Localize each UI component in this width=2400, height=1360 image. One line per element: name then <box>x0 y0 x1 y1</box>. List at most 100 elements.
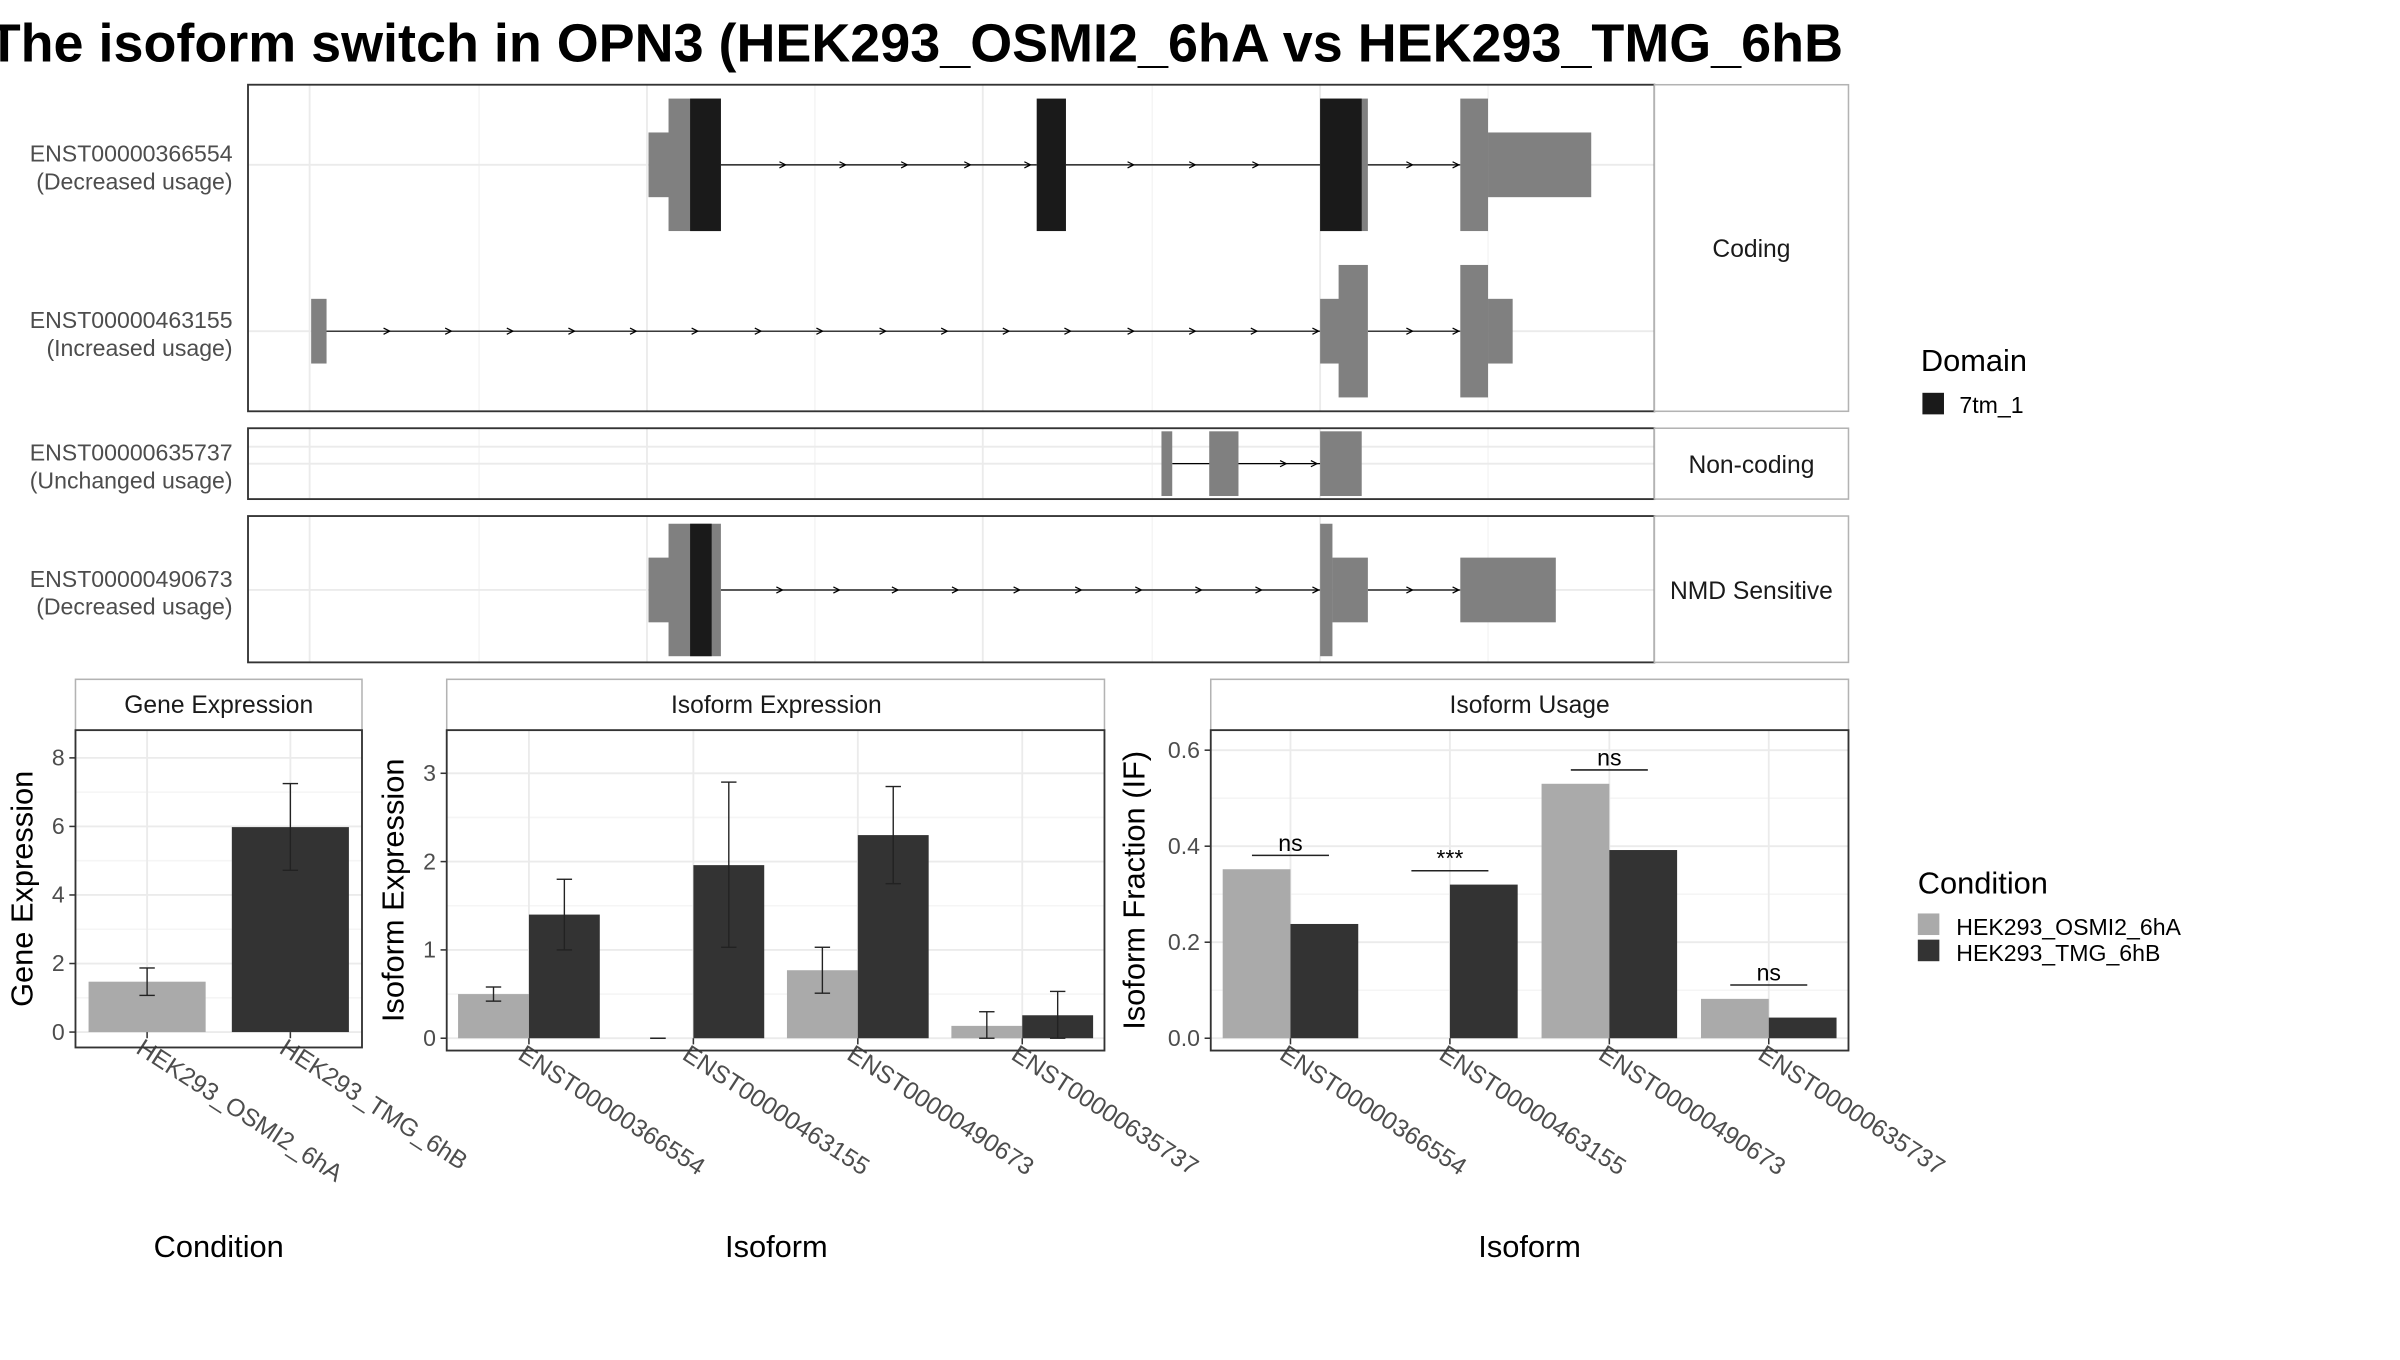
intron-direction-arrow <box>1406 327 1414 335</box>
isoform-expression-panel-border <box>445 729 1106 1052</box>
transcript-tracks <box>311 98 1592 657</box>
domain-legend-title: Domain <box>1921 343 2027 378</box>
utr-exon <box>648 557 671 623</box>
intron-direction-arrow <box>1127 327 1136 335</box>
intron-direction-arrow <box>506 327 515 335</box>
intron-direction-arrow <box>1252 161 1260 169</box>
intron-direction-arrow <box>879 327 888 335</box>
gene-expression-panel-border <box>74 729 363 1049</box>
intron-direction-arrow <box>1013 586 1022 594</box>
intron-direction-arrow <box>776 586 784 594</box>
condition-legend-title: Condition <box>1918 865 2048 900</box>
intron-direction-arrow <box>1188 161 1197 169</box>
transcript-label-id: ENST00000366554 <box>30 141 233 167</box>
coding-exon <box>1460 264 1489 398</box>
intron-direction-arrow <box>1024 161 1032 169</box>
y-tick-label: 4 <box>52 882 65 908</box>
y-tick-label: 2 <box>423 848 436 874</box>
significance-label: ns <box>1757 959 1781 985</box>
intron-direction-arrow <box>1312 327 1320 335</box>
utr-exon <box>1460 557 1556 623</box>
intron-direction-arrow <box>1310 460 1319 468</box>
domain-legend: Domain 7tm_1 <box>1921 343 2027 418</box>
y-tick-label: 0.4 <box>1168 833 1200 859</box>
intron-direction-arrow <box>1406 161 1414 169</box>
intron-direction-arrow <box>1195 586 1203 594</box>
intron-direction-arrow <box>691 327 700 335</box>
intron-direction-arrow <box>1452 161 1461 169</box>
strip-noncoding-label: Non-coding <box>1688 452 1814 479</box>
domain-legend-key <box>1922 392 1944 415</box>
utr-exon <box>1488 298 1513 364</box>
intron-direction-arrow <box>1406 586 1414 594</box>
transcript-label-id: ENST00000635737 <box>30 440 233 466</box>
y-tick-label: 3 <box>423 760 436 786</box>
significance-label: ns <box>1278 830 1302 856</box>
coding-exon <box>1320 523 1333 657</box>
y-tick-label: 0.0 <box>1168 1025 1200 1051</box>
utr-exon <box>1332 557 1368 623</box>
strip-coding <box>1653 83 1850 413</box>
isoform-expression-chart: Isoform Expression 0123ENST00000366554EN… <box>376 678 1203 1264</box>
transcript-label-usage: (Unchanged usage) <box>30 467 233 493</box>
transcript-label-id: ENST00000463155 <box>30 307 233 333</box>
strip-nmd-label: NMD Sensitive <box>1670 578 1833 605</box>
strip-nmd <box>1653 515 1850 664</box>
domain-block <box>690 523 712 657</box>
y-tick-label: 0 <box>423 1025 436 1051</box>
coding-panel <box>248 84 1655 412</box>
intron-direction-arrow <box>383 327 392 335</box>
bar <box>1541 783 1610 1039</box>
coding-exon <box>1460 98 1489 232</box>
y-tick-label: 2 <box>52 950 65 976</box>
intron-direction-arrow <box>900 161 909 169</box>
intron-direction-arrow <box>964 161 972 169</box>
isoform-expression-y-title: Isoform Expression <box>376 759 411 1023</box>
isoform-usage-chart: Isoform Usage ns***nsns0.00.20.40.6ENST0… <box>1117 678 1949 1264</box>
domain-block <box>690 98 721 232</box>
y-tick-label: 6 <box>52 813 65 839</box>
noncoding-panel-grid <box>248 428 1655 500</box>
strip-isoform-usage <box>1209 678 1850 731</box>
intron-direction-arrow <box>1002 327 1011 335</box>
intron-direction-arrow <box>833 586 841 594</box>
intron-direction-arrow <box>754 327 763 335</box>
y-tick-label: 0.6 <box>1168 737 1200 763</box>
isoform-usage-x-title: Isoform <box>1478 1229 1581 1264</box>
intron-direction-arrow <box>1255 586 1263 594</box>
intron-direction-arrow <box>951 586 960 594</box>
intron-direction-arrow <box>1127 161 1136 169</box>
strip-gene-expression-label: Gene Expression <box>124 692 313 719</box>
bar <box>1609 850 1678 1039</box>
gene-expression-chart: Gene Expression 02468HEK293_OSMI2_6hAHEK… <box>4 678 472 1264</box>
utr-exon <box>1488 132 1592 198</box>
isoform-usage-y-title: Isoform Fraction (IF) <box>1117 751 1152 1030</box>
significance-label: ns <box>1597 744 1621 770</box>
utr-exon <box>648 132 671 198</box>
y-tick-label: 0 <box>52 1019 65 1045</box>
transcript-label-usage: (Increased usage) <box>46 335 232 361</box>
bar <box>1222 869 1291 1039</box>
strip-isoform-usage-label: Isoform Usage <box>1450 692 1610 719</box>
y-tick-label: 1 <box>423 937 436 963</box>
bar <box>1768 1017 1837 1039</box>
transcript-label-id: ENST00000490673 <box>30 566 233 592</box>
gene-expression-y-title: Gene Expression <box>4 771 39 1007</box>
y-tick-label: 8 <box>52 745 65 771</box>
utr-exon <box>1320 298 1341 364</box>
condition-legend-key-b <box>1917 939 1940 962</box>
coding-exon <box>1338 264 1368 398</box>
intron-direction-arrow <box>1074 586 1083 594</box>
transcript-structure-plot: Coding Non-coding NMD Sensitive ENST0000… <box>30 83 1850 664</box>
intron-direction-arrow <box>779 161 787 169</box>
noncoding-exon <box>1209 431 1239 497</box>
y-tick-label: 0.2 <box>1168 929 1200 955</box>
intron-direction-arrow <box>1452 586 1461 594</box>
condition-legend-key-a <box>1917 913 1940 936</box>
gene-expression-x-title: Condition <box>154 1229 284 1264</box>
intron-direction-arrow <box>1250 327 1259 335</box>
noncoding-exon <box>1161 431 1173 497</box>
intron-direction-arrow <box>1188 327 1197 335</box>
intron-direction-arrow <box>816 327 824 335</box>
